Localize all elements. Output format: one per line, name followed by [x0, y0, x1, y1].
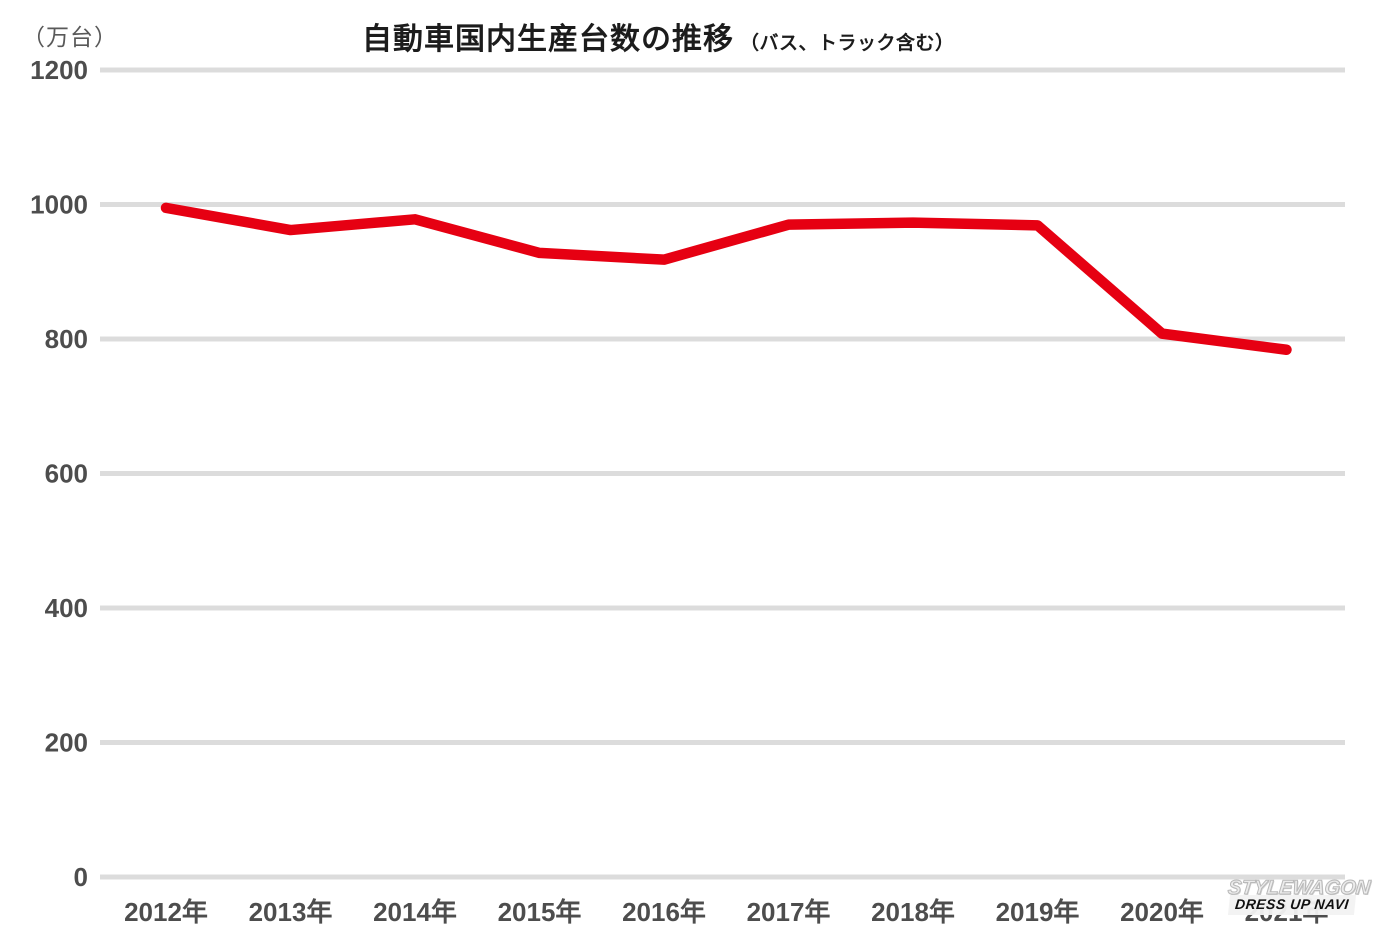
y-axis-unit-label: （万台）	[22, 24, 118, 50]
x-tick-label: 2014年	[373, 897, 457, 927]
x-tick-label: 2018年	[871, 897, 955, 927]
x-tick-label: 2016年	[622, 897, 706, 927]
x-tick-label: 2012年	[124, 897, 208, 927]
y-tick-label: 0	[74, 862, 88, 892]
y-tick-label: 1200	[30, 55, 88, 85]
x-tick-label: 2015年	[498, 897, 582, 927]
y-tick-label: 400	[45, 593, 88, 623]
chart-subtitle: （バス、トラック含む）	[740, 33, 955, 54]
y-tick-label: 1000	[30, 190, 88, 220]
chart-title: 自動車国内生産台数の推移	[362, 23, 734, 56]
chart-title-row: 自動車国内生産台数の推移 （バス、トラック含む）	[362, 14, 955, 58]
y-tick-label: 600	[45, 459, 88, 489]
x-tick-label: 2019年	[996, 897, 1080, 927]
x-tick-label: 2013年	[249, 897, 333, 927]
production-line	[160, 202, 1292, 356]
y-tick-label: 200	[45, 728, 88, 758]
x-tick-label: 2021年	[1245, 897, 1329, 927]
x-tick-label: 2017年	[747, 897, 831, 927]
y-tick-label: 800	[45, 324, 88, 354]
x-tick-label: 2020年	[1120, 897, 1204, 927]
